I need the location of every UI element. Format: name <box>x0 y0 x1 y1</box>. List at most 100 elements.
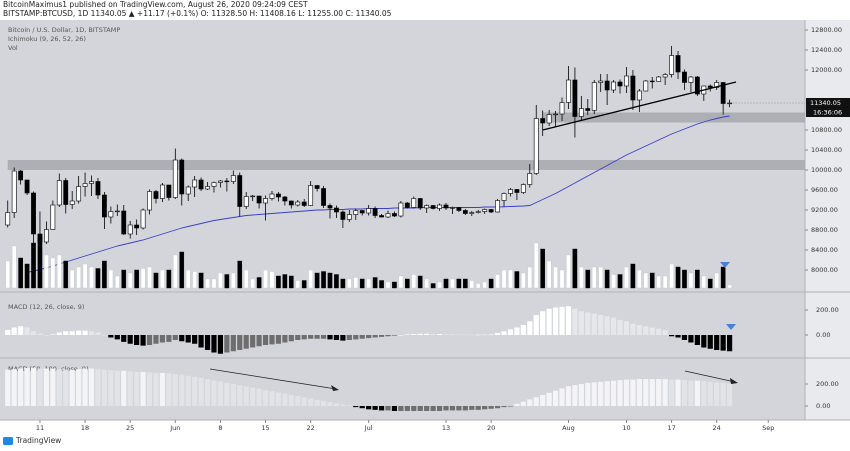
volume-bar <box>205 278 210 289</box>
volume-bar <box>5 260 11 289</box>
histogram-bar <box>488 406 494 409</box>
candle-body <box>172 159 178 198</box>
histogram-bar <box>333 335 340 340</box>
histogram-bar <box>578 311 584 335</box>
histogram-bar <box>140 371 146 407</box>
candle-body <box>624 75 629 87</box>
histogram-bar <box>527 321 533 335</box>
x-tick-label: 22 <box>307 424 315 432</box>
pane-title: Bitcoin / U.S. Dollar, 1D, BITSTAMP <box>8 26 120 34</box>
histogram-bar <box>417 406 423 411</box>
histogram-bar <box>340 404 346 407</box>
histogram-bar <box>76 369 82 407</box>
x-tick-label: 15 <box>261 424 269 432</box>
volume-bar <box>591 266 597 289</box>
candle-body <box>353 210 359 215</box>
histogram-bar <box>159 372 166 407</box>
histogram-bar <box>114 335 120 340</box>
volume-bar <box>211 278 217 289</box>
histogram-bar <box>275 392 282 407</box>
histogram-bar <box>404 334 410 335</box>
volume-bar <box>469 280 475 289</box>
histogram-bar <box>76 330 82 335</box>
histogram-bar <box>636 325 642 335</box>
histogram-bar <box>701 335 707 348</box>
histogram-bar <box>340 335 346 341</box>
x-tick-label: 18 <box>81 424 89 432</box>
histogram-bar <box>462 334 468 336</box>
candle-body <box>147 191 152 211</box>
volume-bar <box>695 269 700 289</box>
histogram-bar <box>43 335 50 336</box>
histogram-bar <box>295 335 301 340</box>
candle-body <box>520 184 526 193</box>
volume-bar <box>179 251 185 289</box>
histogram-bar <box>443 334 449 335</box>
candle-body <box>108 211 114 218</box>
volume-bar <box>488 278 494 289</box>
histogram-bar <box>630 379 636 407</box>
candle-body <box>5 212 11 226</box>
volume-bar <box>173 254 178 289</box>
candle-body <box>372 208 378 216</box>
volume-bar <box>662 275 668 289</box>
x-tick-label: 10 <box>622 424 630 432</box>
y-tick-label: 200.00 <box>816 306 839 314</box>
histogram-bar <box>95 369 101 407</box>
volume-bar <box>688 272 694 289</box>
histogram-bar <box>456 334 462 335</box>
volume-bar <box>727 284 732 289</box>
histogram-bar <box>262 390 269 407</box>
histogram-bar <box>456 406 462 411</box>
histogram-bar <box>424 333 430 335</box>
y-tick-label: 0.00 <box>816 402 830 410</box>
histogram-bar <box>540 311 546 335</box>
candle-body <box>714 82 720 88</box>
volume-bar <box>720 266 726 289</box>
histogram-bar <box>179 335 185 342</box>
x-tick-label: 25 <box>126 424 134 432</box>
candle-body <box>366 208 372 214</box>
histogram-bar <box>591 313 597 335</box>
volume-bar <box>579 266 584 289</box>
y-tick-label: 12400.00 <box>811 46 842 54</box>
histogram-bar <box>404 406 410 411</box>
volume-bar <box>372 277 378 289</box>
volume-bar <box>385 281 391 289</box>
candle-body <box>218 180 223 183</box>
histogram-bar <box>475 334 481 336</box>
histogram-bar <box>559 306 565 335</box>
volume-bar <box>340 278 346 289</box>
histogram-bar <box>50 368 56 407</box>
volume-bar <box>24 263 30 289</box>
volume-bar <box>514 271 520 289</box>
candle-body <box>243 196 249 207</box>
histogram-bar <box>250 335 256 348</box>
histogram-bar <box>436 334 443 335</box>
histogram-bar <box>436 406 443 411</box>
volume-bar <box>637 269 642 289</box>
volume-bar <box>18 257 23 289</box>
volume-bar <box>263 269 268 289</box>
histogram-bar <box>720 382 726 407</box>
histogram-bar <box>30 368 37 407</box>
candle-body <box>276 193 281 198</box>
candle-body <box>527 173 533 185</box>
candle-body <box>282 196 288 202</box>
candle-body <box>69 200 75 205</box>
price-axis <box>805 20 850 420</box>
histogram-bar <box>623 321 630 335</box>
histogram-bar <box>411 406 417 411</box>
volume-bar <box>682 269 687 289</box>
candle-body <box>688 76 694 83</box>
histogram-bar <box>114 370 120 407</box>
volume-bar <box>243 269 249 289</box>
x-tick-label: 13 <box>442 424 450 432</box>
candle-body <box>424 205 430 209</box>
volume-bar <box>417 275 423 289</box>
histogram-bar <box>649 327 655 335</box>
candle-body <box>211 182 217 187</box>
candle-body <box>501 193 507 201</box>
histogram-bar <box>675 379 681 407</box>
